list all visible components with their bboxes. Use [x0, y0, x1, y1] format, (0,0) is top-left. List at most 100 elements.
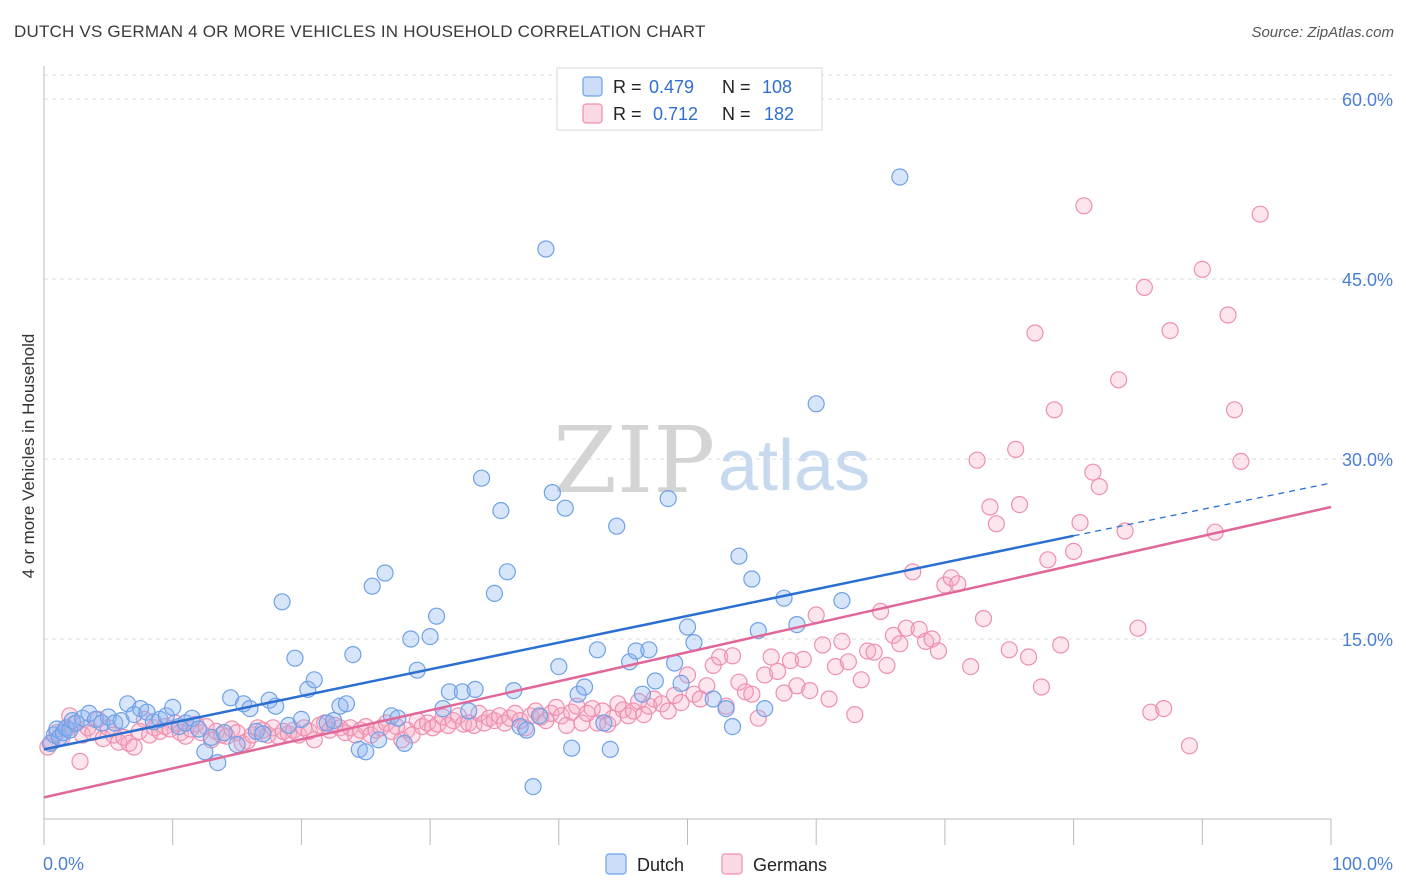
- german-trend-line: [43, 505, 1332, 799]
- dutch-point: [659, 490, 677, 508]
- dutch-point: [99, 708, 117, 726]
- watermark-zip: ZIP: [553, 407, 715, 514]
- dutch-point: [215, 723, 233, 742]
- dutch-point: [723, 717, 742, 736]
- dutch-point: [61, 721, 79, 739]
- german-point: [125, 738, 143, 756]
- dutch-point: [138, 703, 156, 721]
- german-point: [1110, 371, 1128, 389]
- dutch-trend-line: [43, 534, 1074, 751]
- german-point: [968, 451, 986, 469]
- german-point: [1142, 703, 1160, 721]
- german-point: [1090, 478, 1108, 496]
- german-point: [672, 693, 690, 712]
- german-point: [788, 677, 806, 695]
- dutch-point: [492, 502, 510, 520]
- bottom-legend: Dutch Germans: [605, 853, 827, 875]
- dutch-trend-extension: [1073, 482, 1332, 537]
- dutch-point: [672, 674, 690, 693]
- legend-n-value-dutch: 108: [762, 77, 792, 97]
- german-point: [839, 653, 857, 671]
- axes: [43, 66, 1332, 845]
- german-point: [891, 635, 909, 653]
- dutch-point: [518, 721, 536, 739]
- german-point: [1045, 401, 1063, 419]
- dutch-point: [286, 649, 304, 667]
- dutch-point: [730, 547, 748, 565]
- german-point: [1032, 678, 1051, 696]
- german-point: [1155, 699, 1173, 718]
- german-point: [826, 657, 845, 676]
- dutch-point: [93, 714, 111, 732]
- dutch-point: [427, 607, 446, 625]
- dutch-point: [646, 672, 664, 690]
- dutch-point: [273, 593, 291, 611]
- legend-n-label-dutch: N =: [722, 77, 751, 97]
- dutch-point: [788, 615, 806, 634]
- dutch-point: [376, 564, 394, 582]
- legend-r-value-dutch: 0.479: [649, 77, 694, 97]
- german-point: [723, 647, 742, 665]
- dutch-point: [189, 720, 208, 738]
- legend-r-value-german: 0.712: [653, 104, 698, 124]
- german-point: [1052, 636, 1070, 654]
- bottom-legend-swatch-german: [721, 853, 743, 875]
- dutch-point: [530, 707, 549, 725]
- german-point: [762, 648, 780, 666]
- german-point: [1071, 513, 1089, 532]
- dutch-point: [440, 683, 459, 701]
- german-point: [470, 704, 488, 723]
- dutch-point: [640, 641, 658, 659]
- dutch-point: [254, 725, 272, 743]
- dutch-point: [395, 734, 413, 753]
- dutch-point: [704, 690, 722, 708]
- watermark-atlas: atlas: [718, 426, 870, 506]
- dutch-point: [588, 641, 607, 659]
- y-tick-label: 30.0%: [1342, 450, 1393, 470]
- chart-title: DUTCH VS GERMAN 4 OR MORE VEHICLES IN HO…: [14, 22, 706, 41]
- dutch-point: [453, 683, 471, 701]
- dutch-point: [324, 711, 343, 730]
- german-point: [475, 714, 493, 732]
- dutch-point: [460, 702, 478, 720]
- dutch-point: [678, 618, 697, 636]
- german-point: [904, 563, 922, 581]
- dutch-point: [164, 698, 182, 717]
- german-point: [1007, 440, 1025, 458]
- german-point: [871, 602, 890, 621]
- german-point: [1225, 401, 1244, 419]
- y-tick-label: 45.0%: [1342, 270, 1393, 290]
- german-point: [775, 684, 793, 702]
- legend-swatch-german: [582, 103, 603, 124]
- bottom-legend-swatch-dutch: [605, 853, 627, 875]
- dutch-point: [472, 469, 491, 487]
- y-tick-labels: 15.0% 30.0% 45.0% 60.0%: [1342, 90, 1393, 650]
- german-point: [71, 752, 89, 771]
- german-point: [865, 643, 883, 661]
- x-tick-label-max: 100.0%: [1332, 854, 1393, 874]
- german-point: [929, 642, 948, 660]
- dutch-point: [337, 695, 356, 713]
- dutch-point: [575, 678, 594, 696]
- german-point: [859, 642, 877, 660]
- german-point: [942, 569, 960, 587]
- dutch-point: [743, 570, 761, 588]
- german-point: [801, 681, 819, 700]
- dutch-point: [357, 743, 375, 761]
- dutch-point: [717, 699, 735, 718]
- legend-n-value-german: 182: [764, 104, 794, 124]
- german-point: [1116, 522, 1134, 540]
- german-point: [987, 515, 1005, 533]
- german-point: [897, 619, 915, 637]
- german-point: [974, 609, 993, 628]
- dutch-point: [569, 685, 587, 703]
- german-point: [1064, 542, 1083, 561]
- german-point: [1010, 496, 1029, 514]
- german-point: [1180, 737, 1199, 755]
- german-point: [659, 702, 677, 720]
- german-point: [1219, 306, 1237, 324]
- german-point: [962, 657, 980, 676]
- german-point: [624, 702, 643, 720]
- german-point: [794, 650, 812, 669]
